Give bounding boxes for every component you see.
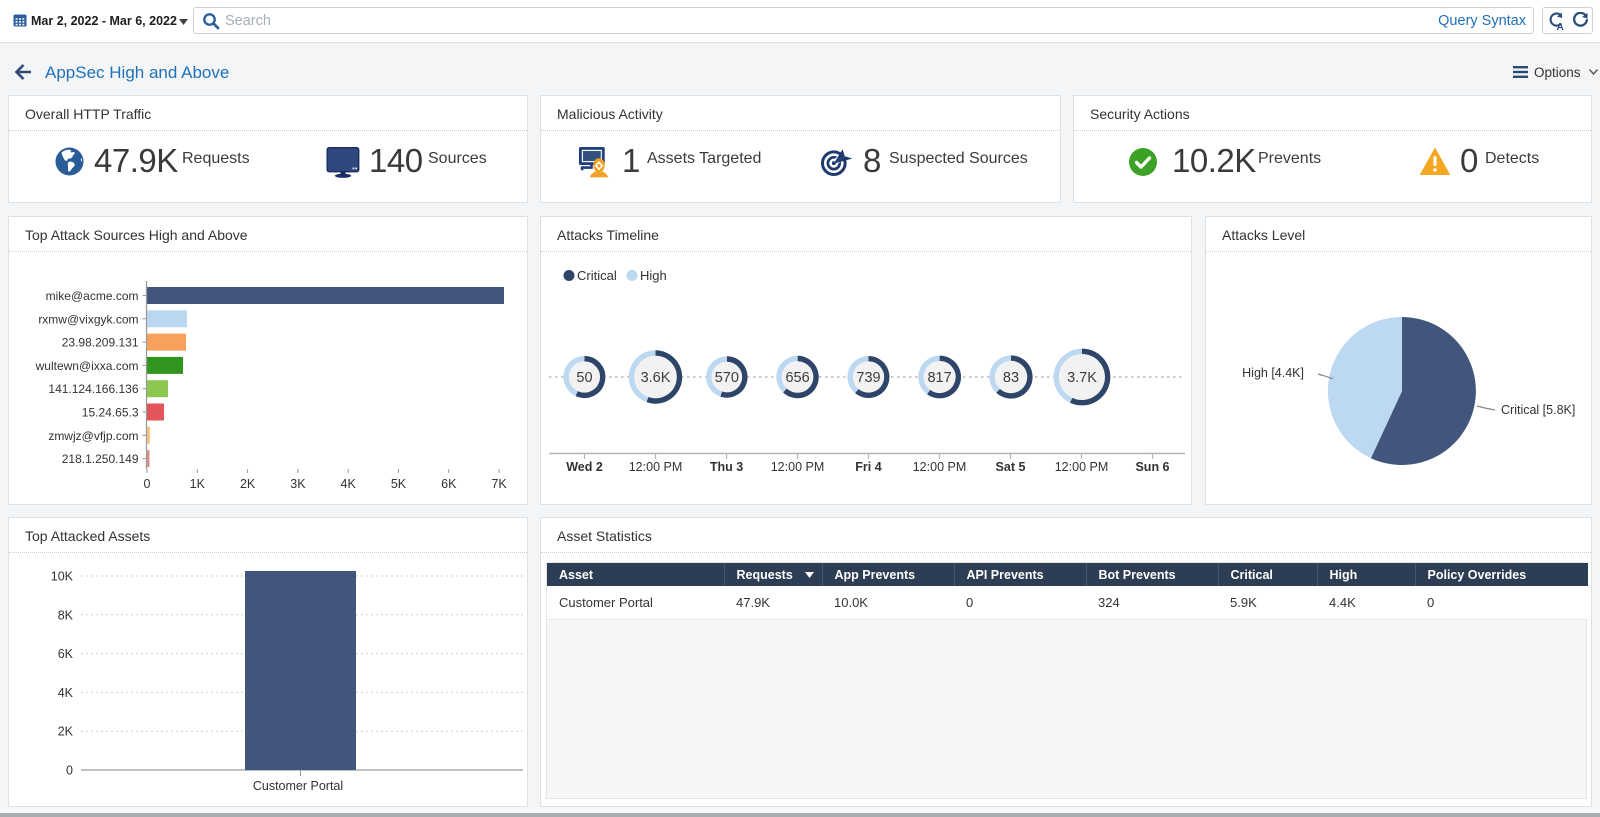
svg-text:10K: 10K: [51, 570, 74, 584]
svg-text:218.1.250.149: 218.1.250.149: [62, 452, 139, 466]
svg-text:3.6K: 3.6K: [641, 370, 671, 386]
svg-text:12:00 PM: 12:00 PM: [629, 460, 683, 474]
svg-text:739: 739: [856, 370, 880, 386]
svg-text:4K: 4K: [341, 477, 357, 491]
svg-text:1K: 1K: [190, 477, 206, 491]
svg-text:50: 50: [576, 370, 592, 386]
svg-text:5K: 5K: [391, 477, 407, 491]
svg-text:Thu 3: Thu 3: [710, 460, 743, 474]
svg-text:Customer Portal: Customer Portal: [253, 779, 343, 793]
svg-text:8K: 8K: [58, 608, 74, 622]
svg-text:83: 83: [1003, 370, 1019, 386]
svg-text:7K: 7K: [491, 477, 507, 491]
svg-text:141.124.166.136: 141.124.166.136: [48, 382, 138, 396]
svg-text:zmwjz@vfjp.com: zmwjz@vfjp.com: [48, 429, 138, 443]
svg-text:Wed 2: Wed 2: [566, 460, 603, 474]
svg-text:12:00 PM: 12:00 PM: [771, 460, 825, 474]
svg-text:Critical: Critical: [577, 268, 617, 283]
svg-text:2K: 2K: [240, 477, 256, 491]
svg-text:Sat 5: Sat 5: [996, 460, 1026, 474]
svg-text:Sun 6: Sun 6: [1135, 460, 1169, 474]
svg-text:3K: 3K: [290, 477, 306, 491]
svg-text:12:00 PM: 12:00 PM: [913, 460, 967, 474]
svg-text:0: 0: [66, 764, 73, 778]
svg-text:2K: 2K: [58, 725, 74, 739]
svg-text:4K: 4K: [58, 686, 74, 700]
svg-text:rxmw@vixgyk.com: rxmw@vixgyk.com: [38, 312, 138, 326]
svg-text:6K: 6K: [58, 647, 74, 661]
svg-text:3.7K: 3.7K: [1067, 370, 1097, 386]
svg-text:817: 817: [927, 370, 951, 386]
svg-text:12:00 PM: 12:00 PM: [1055, 460, 1109, 474]
svg-text:mike@acme.com: mike@acme.com: [46, 289, 139, 303]
svg-text:Fri 4: Fri 4: [855, 460, 881, 474]
svg-text:656: 656: [785, 370, 809, 386]
svg-text:High [4.4K]: High [4.4K]: [1242, 366, 1304, 380]
svg-text:23.98.209.131: 23.98.209.131: [62, 336, 139, 350]
svg-text:A: A: [1557, 22, 1564, 31]
svg-text:wultewn@ixxa.com: wultewn@ixxa.com: [35, 359, 139, 373]
svg-text:High: High: [640, 268, 667, 283]
svg-text:15.24.65.3: 15.24.65.3: [82, 406, 139, 420]
svg-text:Critical [5.8K]: Critical [5.8K]: [1501, 403, 1575, 417]
svg-text:0: 0: [144, 477, 151, 491]
svg-text:570: 570: [715, 370, 739, 386]
svg-text:6K: 6K: [441, 477, 457, 491]
